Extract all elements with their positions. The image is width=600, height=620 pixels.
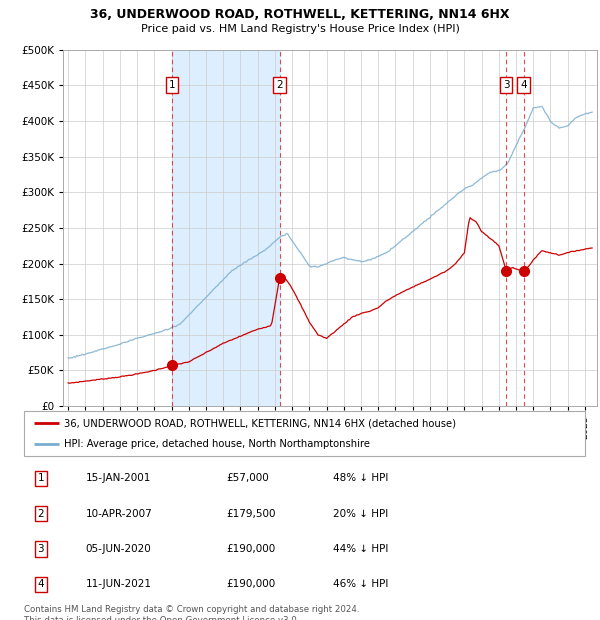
Text: 4: 4 (520, 80, 527, 91)
Text: 10-APR-2007: 10-APR-2007 (86, 508, 152, 519)
Bar (172, 50, 280, 406)
Text: Contains HM Land Registry data © Crown copyright and database right 2024.
This d: Contains HM Land Registry data © Crown c… (24, 605, 359, 620)
Text: £57,000: £57,000 (226, 473, 269, 484)
Text: £190,000: £190,000 (226, 579, 275, 590)
Text: HPI: Average price, detached house, North Northamptonshire: HPI: Average price, detached house, Nort… (64, 438, 370, 449)
Text: Price paid vs. HM Land Registry's House Price Index (HPI): Price paid vs. HM Land Registry's House … (140, 24, 460, 33)
Text: 36, UNDERWOOD ROAD, ROTHWELL, KETTERING, NN14 6HX: 36, UNDERWOOD ROAD, ROTHWELL, KETTERING,… (90, 8, 510, 21)
Text: 44% ↓ HPI: 44% ↓ HPI (332, 544, 388, 554)
Text: 11-JUN-2021: 11-JUN-2021 (86, 579, 152, 590)
Text: £190,000: £190,000 (226, 544, 275, 554)
Text: 4: 4 (38, 579, 44, 590)
Text: 3: 3 (503, 80, 509, 91)
Text: £179,500: £179,500 (226, 508, 275, 519)
Text: 15-JAN-2001: 15-JAN-2001 (86, 473, 151, 484)
Text: 3: 3 (38, 544, 44, 554)
Text: 05-JUN-2020: 05-JUN-2020 (86, 544, 151, 554)
Text: 2: 2 (276, 80, 283, 91)
Text: 2: 2 (38, 508, 44, 519)
Text: 1: 1 (169, 80, 176, 91)
Text: 48% ↓ HPI: 48% ↓ HPI (332, 473, 388, 484)
Text: 1: 1 (38, 473, 44, 484)
Text: 20% ↓ HPI: 20% ↓ HPI (332, 508, 388, 519)
Text: 36, UNDERWOOD ROAD, ROTHWELL, KETTERING, NN14 6HX (detached house): 36, UNDERWOOD ROAD, ROTHWELL, KETTERING,… (64, 418, 457, 428)
Text: 46% ↓ HPI: 46% ↓ HPI (332, 579, 388, 590)
